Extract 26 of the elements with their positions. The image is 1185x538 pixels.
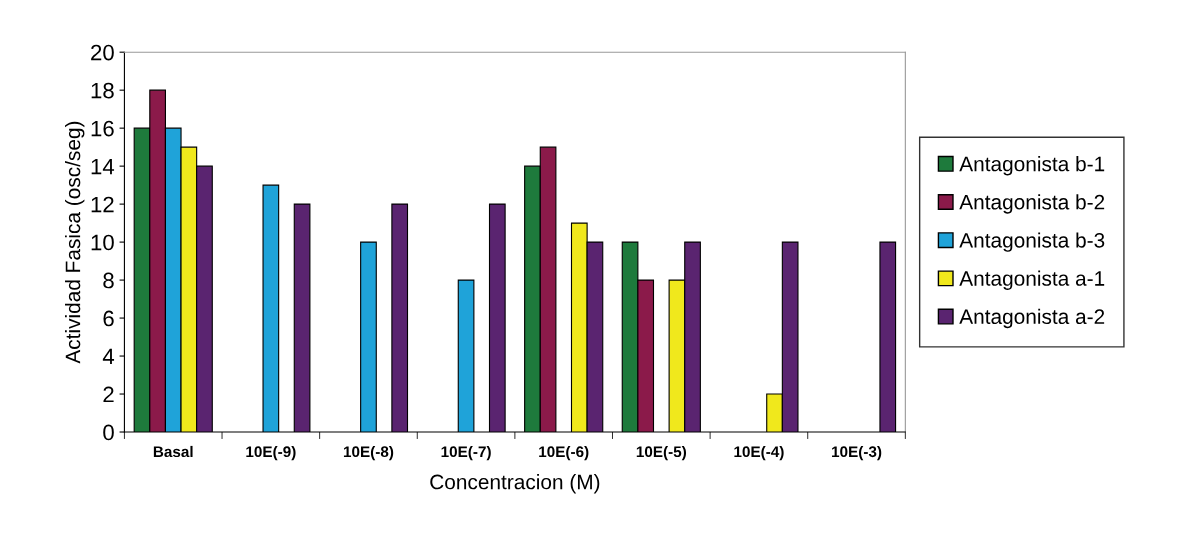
y-tick-label: 18 (91, 82, 114, 99)
legend-label: Antagonista a-2 (959, 308, 1105, 329)
y-tick-label: 8 (103, 272, 114, 289)
y-tick-label: 12 (91, 196, 114, 213)
x-tick-label: 10E(-9) (246, 445, 296, 461)
y-tick-label: 4 (102, 348, 115, 365)
x-tick-label: 10E(-4) (734, 445, 784, 461)
x-tick-label: 10E(-8) (343, 445, 394, 461)
x-tick-label: 10E(-3) (832, 445, 882, 461)
y-tick-label: 10 (91, 234, 114, 251)
legend-label: Antagonista a-1 (959, 270, 1105, 290)
x-axis-title: Concentracion (M) (430, 474, 600, 494)
y-tick-label: 6 (103, 310, 114, 327)
y-axis-title: Actividad Fasica (osc/seg) (65, 121, 85, 364)
x-tick-label: Basal (153, 445, 193, 458)
y-tick-label: 0 (103, 424, 114, 441)
legend-label: Antagonista b-1 (959, 156, 1105, 176)
legend-label: Antagonista b-2 (959, 194, 1105, 214)
y-tick-label: 16 (91, 120, 114, 137)
y-tick-label: 2 (103, 386, 114, 403)
x-tick-label: 10E(-7) (441, 445, 491, 461)
x-tick-label: 10E(-5) (636, 445, 687, 461)
y-tick-label: 14 (91, 158, 115, 175)
y-tick-label: 20 (91, 44, 114, 61)
legend-label: Antagonista b-3 (959, 232, 1105, 252)
x-tick-label: 10E(-6) (539, 445, 589, 461)
